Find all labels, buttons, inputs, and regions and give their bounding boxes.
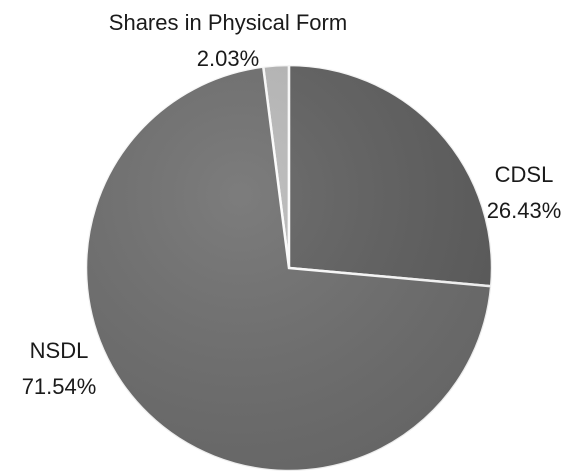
cdsl-category-label: CDSL <box>495 162 554 187</box>
physical-form-value-label: 2.03% <box>197 46 259 71</box>
nsdl-category-label: NSDL <box>30 338 89 363</box>
pie-slice-cdsl <box>287 63 494 288</box>
slice-labels: Shares in Physical Form 2.03% CDSL 26.43… <box>22 10 562 399</box>
nsdl-value-label: 71.54% <box>22 374 97 399</box>
pie-slices <box>84 63 494 471</box>
cdsl-value-label: 26.43% <box>487 198 562 223</box>
physical-form-category-label: Shares in Physical Form <box>109 10 347 35</box>
